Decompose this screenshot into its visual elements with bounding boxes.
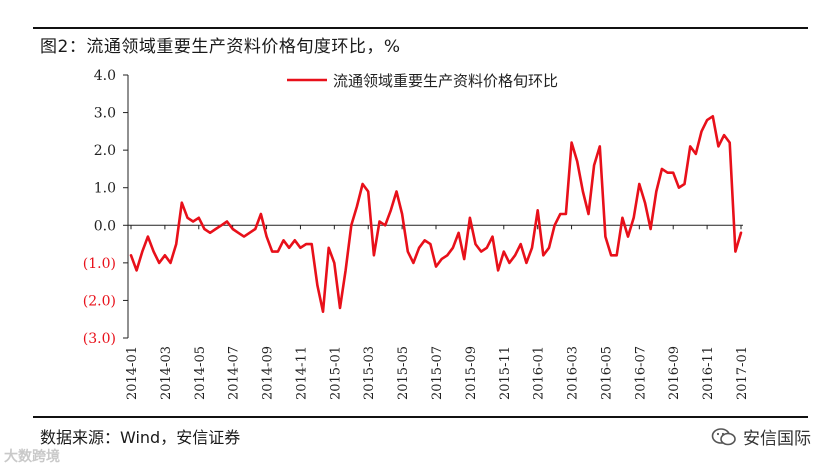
x-tick-label: 2016-07 [633,346,648,400]
wechat-icon [711,427,736,445]
x-tick-label: 2016-11 [701,346,716,400]
x-tick-label: 2015-01 [328,346,343,400]
x-tick-label: 2017-01 [735,346,750,400]
x-tick-label: 2014-03 [159,346,174,400]
x-tick-label: 2014-07 [227,346,242,400]
x-tick-label: 2015-11 [498,346,513,400]
x-tick-label: 2015-03 [362,346,377,400]
y-tick-label: 2.0 [94,143,116,159]
x-tick-label: 2015-07 [430,346,445,400]
x-tick-label: 2015-09 [464,346,479,400]
x-tick-label: 2015-05 [396,346,411,400]
y-tick-label: 3.0 [94,106,116,122]
y-tick-label: (1.0) [83,256,116,272]
y-tick-label: 0.0 [94,218,116,234]
figure-title: 图2：流通领域重要生产资料价格旬度环比，% [40,37,401,57]
watermark-right-label: 安信国际 [743,429,811,449]
y-tick-label: (3.0) [83,331,116,347]
x-tick-label: 2014-01 [125,346,140,400]
x-tick-label: 2014-09 [261,346,276,400]
watermark-right: 安信国际 [711,424,811,449]
x-tick-label: 2014-11 [294,346,309,400]
x-tick-label: 2016-01 [532,346,547,400]
watermark-left: 大数跨境 [4,449,60,465]
y-tick-label: 4.0 [94,68,116,84]
x-tick-label: 2016-09 [667,346,682,400]
series-line [129,115,743,314]
x-tick-label: 2016-03 [566,346,581,400]
top-rule [33,27,808,29]
x-tick-label: 2014-05 [193,346,208,400]
source-note: 数据来源：Wind，安信证券 [40,428,241,447]
x-tick-label: 2016-05 [599,346,614,400]
legend-label: 流通领域重要生产资料价格旬环比 [333,72,558,90]
bottom-rule [33,416,808,418]
y-tick-label: 1.0 [94,181,116,197]
y-tick-label: (2.0) [83,293,116,309]
